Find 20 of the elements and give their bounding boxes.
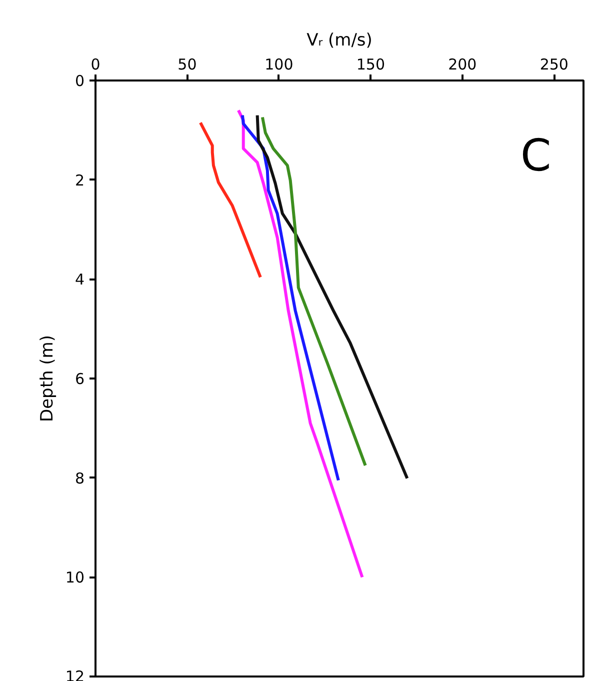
y-tick-label: 4	[74, 270, 85, 289]
y-tick-label: 8	[74, 469, 85, 488]
y-tick-label: 0	[74, 72, 85, 90]
x-tick-label: 50	[178, 56, 197, 74]
x-tick-label: 250	[540, 56, 568, 74]
y-tick-label: 10	[65, 568, 85, 587]
y-tick-label: 2	[74, 171, 85, 190]
x-tick-label: 0	[90, 56, 100, 74]
x-tick-label: 100	[264, 56, 294, 74]
line-series	[236, 108, 364, 579]
y-axis-title: Depth (m)	[37, 334, 58, 422]
y-tick-label: 6	[74, 370, 85, 388]
x-tick-label: 200	[448, 56, 477, 74]
line-series	[240, 114, 340, 482]
x-axis-title: Vᵣ (m/s)	[306, 30, 372, 50]
annotation: C	[520, 130, 552, 182]
line-series	[256, 114, 409, 480]
x-tick-label: 150	[356, 56, 386, 74]
line-series	[260, 116, 367, 467]
line-series	[198, 121, 262, 279]
